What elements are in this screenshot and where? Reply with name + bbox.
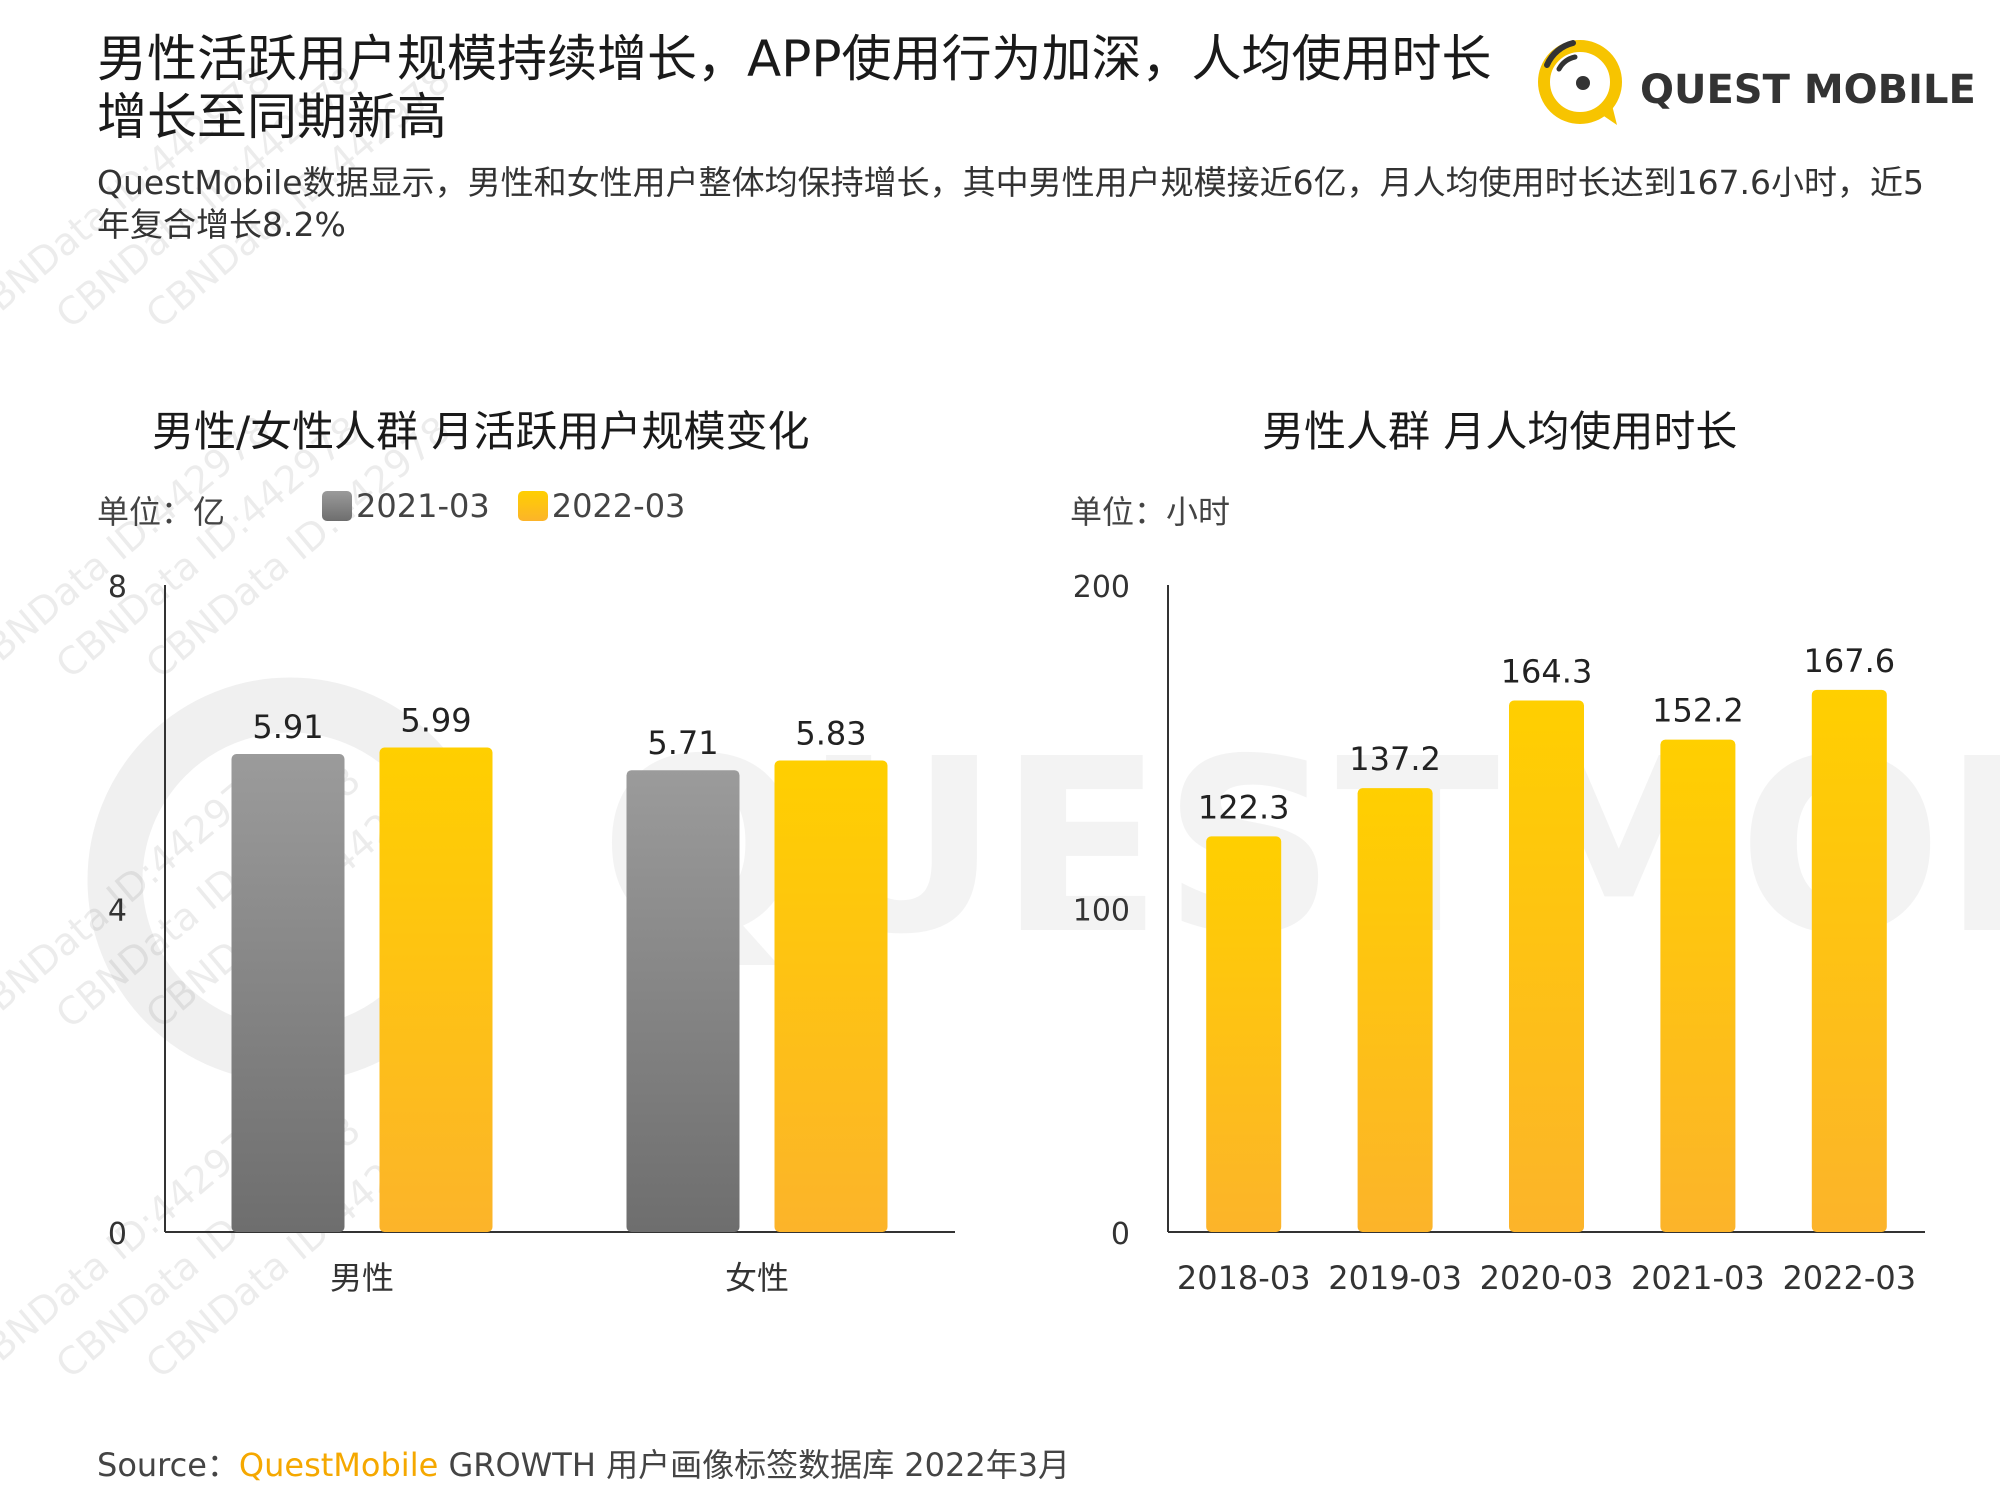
chart1-plot: 0 4 8 5.91 5.99 男性 5.71 5.83 女性 [108, 570, 955, 1297]
chart2-data-label: 167.6 [1803, 642, 1895, 680]
page-title: 男性活跃用户规模持续增长，APP使用行为加深，人均使用时长增长至同期新高 [97, 30, 1492, 146]
source-note: Source：QuestMobile GROWTH 用户画像标签数据库 2022… [97, 1440, 1070, 1486]
chart2-data-label: 137.2 [1349, 740, 1441, 778]
chart2-x-tick: 2021-03 [1631, 1259, 1765, 1297]
chart2-bar [1660, 739, 1736, 1232]
chart1-y-tick: 4 [108, 894, 127, 929]
legend-label: 2021-03 [356, 487, 490, 525]
chart1-bar [774, 760, 888, 1232]
quest-mobile-logo: QUEST MOBILE [1525, 25, 1976, 135]
legend-swatch-gray [322, 491, 352, 521]
legend-item-2022-03: 2022-03 [517, 487, 686, 525]
chart1-legend: 2021-03 2022-03 [322, 487, 685, 525]
chart2-x-tick: 2022-03 [1782, 1259, 1916, 1297]
quest-mobile-logo-icon [1538, 40, 1622, 125]
chart2-plot: 0 100 200 122.3 2018-03 137.2 2019-03 164.3 2020… [1073, 570, 1925, 1297]
chart2-y-tick: 0 [1111, 1217, 1130, 1252]
chart1-bar [626, 770, 740, 1232]
chart1-title: 男性/女性人群 月活跃用户规模变化 [152, 407, 810, 456]
chart2-bar [1206, 836, 1282, 1232]
chart2-x-tick: 2018-03 [1177, 1259, 1311, 1297]
legend-swatch-yellow [517, 491, 548, 521]
chart2-data-label: 164.3 [1501, 652, 1593, 690]
source-label: Source： [97, 1446, 239, 1484]
chart2-x-tick: 2019-03 [1328, 1259, 1462, 1297]
chart2-bar [1509, 700, 1584, 1232]
chart1-data-label: 5.99 [400, 702, 471, 740]
chart2-bar [1811, 689, 1887, 1232]
chart2-y-tick: 200 [1073, 570, 1130, 605]
source-rest: GROWTH 用户画像标签数据库 2022年3月 [438, 1446, 1071, 1484]
chart2-data-label: 122.3 [1198, 788, 1290, 826]
chart1-y-tick: 8 [108, 570, 127, 605]
chart1-data-label: 5.91 [252, 708, 323, 746]
legend-label: 2022-03 [551, 487, 686, 525]
source-brand: QuestMobile [238, 1446, 439, 1484]
chart2-unit: 单位：小时 [1070, 493, 1231, 531]
legend-item-2021-03: 2021-03 [322, 487, 490, 525]
chart2-bar [1357, 788, 1433, 1232]
chart2-y-tick: 100 [1073, 894, 1130, 929]
page-subtitle: QuestMobile数据显示，男性和女性用户整体均保持增长，其中男性用户规模接… [97, 163, 1925, 244]
chart1-x-tick: 女性 [725, 1259, 789, 1297]
chart2-data-label: 152.2 [1652, 692, 1744, 730]
chart2-title: 男性人群 月人均使用时长 [1262, 407, 1738, 456]
chart1-bar [379, 747, 493, 1232]
chart2-x-tick: 2020-03 [1480, 1259, 1614, 1297]
chart1-unit: 单位：亿 [97, 493, 226, 531]
chart1-data-label: 5.71 [647, 724, 718, 762]
chart1-bar [231, 754, 345, 1232]
chart1-y-tick: 0 [108, 1217, 127, 1252]
chart1-data-label: 5.83 [795, 714, 866, 752]
chart1-x-tick: 男性 [330, 1259, 394, 1297]
logo-text: QUEST MOBILE [1640, 67, 1976, 113]
